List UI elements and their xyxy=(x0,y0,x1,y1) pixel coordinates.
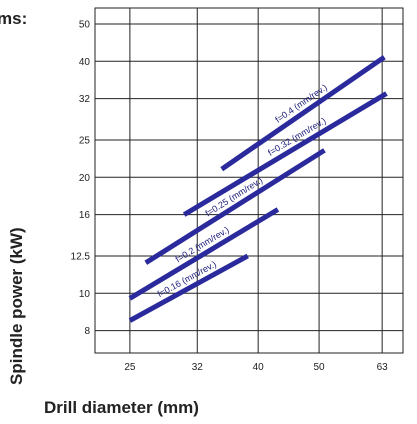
grid-lines xyxy=(95,8,403,353)
x-tick-label: 32 xyxy=(192,362,204,373)
y-tick-label: 12.5 xyxy=(71,251,91,262)
series-line xyxy=(182,91,388,217)
y-tick-label: 20 xyxy=(79,173,91,184)
x-tick-labels: 25 32 40 50 63 xyxy=(124,362,388,373)
y-axis-title: Spindle power (kW) xyxy=(7,227,26,385)
y-tick-label: 25 xyxy=(79,135,91,146)
series-line xyxy=(128,253,249,323)
series-lines xyxy=(128,55,388,323)
header-fragment: ms: xyxy=(0,9,27,28)
x-tick-label: 25 xyxy=(124,362,136,373)
x-tick-label: 50 xyxy=(314,362,326,373)
plot-frame xyxy=(94,7,404,354)
series-line xyxy=(220,55,386,172)
series-line xyxy=(128,207,280,301)
y-tick-label: 40 xyxy=(79,57,91,68)
y-tick-label: 16 xyxy=(79,210,91,221)
series-line xyxy=(144,148,326,265)
y-tick-labels: 8 10 12.5 16 20 25 32 40 50 xyxy=(71,19,91,337)
y-tick-label: 32 xyxy=(79,94,91,105)
y-tick-label: 10 xyxy=(79,289,91,300)
y-tick-label: 8 xyxy=(84,326,90,337)
x-tick-label: 40 xyxy=(253,362,265,373)
x-axis-title: Drill diameter (mm) xyxy=(44,398,199,417)
y-tick-label: 50 xyxy=(79,19,91,30)
x-tick-label: 63 xyxy=(377,362,389,373)
